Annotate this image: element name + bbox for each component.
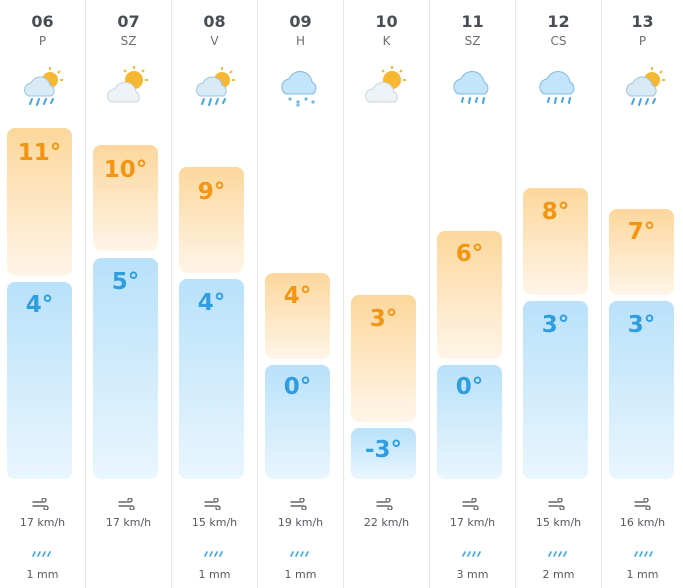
sun-cloud-icon: [107, 66, 148, 103]
max-temp: 6°: [455, 241, 484, 267]
day-number: 13: [631, 12, 654, 31]
cloud-rain-icon: [539, 71, 575, 104]
wind-speed: 17 km/h: [105, 516, 152, 529]
day-name: V: [210, 34, 219, 48]
max-temp-bar: [179, 167, 244, 273]
min-temp: 4°: [25, 292, 54, 318]
day-number: 08: [203, 12, 226, 31]
max-temp: 7°: [627, 219, 656, 245]
max-temp-bar: [351, 295, 416, 422]
min-temp: 5°: [111, 269, 140, 295]
max-temp: 8°: [541, 199, 570, 225]
min-temp-bar: [7, 282, 72, 479]
min-temp: 3°: [627, 312, 656, 338]
cloud-rain-icon: [453, 71, 489, 104]
precipitation: 2 mm: [542, 568, 575, 581]
wind-speed: 15 km/h: [191, 516, 238, 529]
min-temp: -3°: [364, 437, 403, 463]
wind-icon: [548, 498, 565, 510]
wind-speed: 22 km/h: [363, 516, 410, 529]
rain-icon: [548, 551, 567, 557]
day-name: P: [38, 34, 47, 48]
precipitation: 1 mm: [198, 568, 231, 581]
max-temp-bar: [609, 209, 674, 295]
forecast-day[interactable]: 10 K 3° -3° 22 km/h: [344, 0, 430, 588]
min-temp-bar: [609, 301, 674, 479]
wind-icon: [118, 498, 135, 510]
min-temp-bar: [93, 258, 158, 479]
day-name: H: [295, 34, 306, 48]
day-number: 09: [289, 12, 312, 31]
min-temp-bar: [351, 428, 416, 479]
min-temp-bar: [437, 365, 502, 479]
max-temp: 9°: [197, 179, 226, 205]
max-temp-bar: [265, 273, 330, 359]
max-temp-bar: [437, 231, 502, 359]
cloud-snow-icon: [281, 71, 317, 107]
day-name: SZ: [464, 34, 481, 48]
precipitation: 3 mm: [456, 568, 489, 581]
forecast-day[interactable]: 13 P 7° 3° 16 km/h 1 mm: [602, 0, 683, 588]
max-temp: 3°: [369, 306, 398, 332]
precipitation: 1 mm: [626, 568, 659, 581]
forecast-day[interactable]: 07 SZ 10° 5° 17 km/h: [86, 0, 172, 588]
wind-icon: [204, 498, 221, 510]
max-temp-bar: [93, 145, 158, 251]
wind-speed: 17 km/h: [19, 516, 66, 529]
rain-icon: [634, 551, 653, 557]
forecast-day[interactable]: 12 CS 8° 3° 15 km/h 2 mm: [516, 0, 602, 588]
sun-cloud-icon: [365, 66, 406, 103]
max-temp: 10°: [103, 157, 148, 183]
day-name: SZ: [120, 34, 137, 48]
day-number: 12: [547, 12, 570, 31]
forecast-day[interactable]: 11 SZ 6° 0° 17 km/h 3 mm: [430, 0, 516, 588]
day-number: 06: [31, 12, 54, 31]
min-temp: 0°: [283, 374, 312, 400]
rain-icon: [290, 551, 309, 557]
wind-icon: [32, 498, 49, 510]
rain-icon: [462, 551, 481, 557]
wind-speed: 16 km/h: [619, 516, 666, 529]
min-temp-bar: [523, 301, 588, 479]
max-temp-bar: [7, 128, 72, 276]
day-name: CS: [550, 34, 567, 48]
wind-icon: [462, 498, 479, 510]
max-temp: 11°: [17, 140, 62, 166]
precipitation: 1 mm: [26, 568, 59, 581]
wind-icon: [634, 498, 651, 510]
wind-icon: [376, 498, 393, 510]
precipitation: 1 mm: [284, 568, 317, 581]
day-name: P: [638, 34, 647, 48]
cloud-sun-rain-icon: [626, 67, 665, 106]
min-temp: 4°: [197, 290, 226, 316]
wind-icon: [290, 498, 307, 510]
cloud-sun-rain-icon: [24, 67, 63, 106]
day-name: K: [382, 34, 391, 48]
min-temp-bar: [265, 365, 330, 479]
min-temp-bar: [179, 279, 244, 479]
forecast-day[interactable]: 08 V 9° 4° 15 km/h 1 mm: [172, 0, 258, 588]
forecast-day[interactable]: 06 P 11° 4° 17 km/h 1 mm: [0, 0, 86, 588]
max-temp-bar: [523, 188, 588, 295]
day-number: 10: [375, 12, 398, 31]
wind-speed: 15 km/h: [535, 516, 582, 529]
day-number: 07: [117, 12, 140, 31]
rain-icon: [204, 551, 223, 557]
max-temp: 4°: [283, 283, 312, 309]
min-temp: 0°: [455, 374, 484, 400]
wind-speed: 19 km/h: [277, 516, 324, 529]
forecast-day[interactable]: 09 H 4° 0° 19 km/h 1 mm: [258, 0, 344, 588]
day-number: 11: [461, 12, 484, 31]
min-temp: 3°: [541, 312, 570, 338]
rain-icon: [32, 551, 51, 557]
cloud-sun-rain-icon: [196, 67, 235, 106]
wind-speed: 17 km/h: [449, 516, 496, 529]
